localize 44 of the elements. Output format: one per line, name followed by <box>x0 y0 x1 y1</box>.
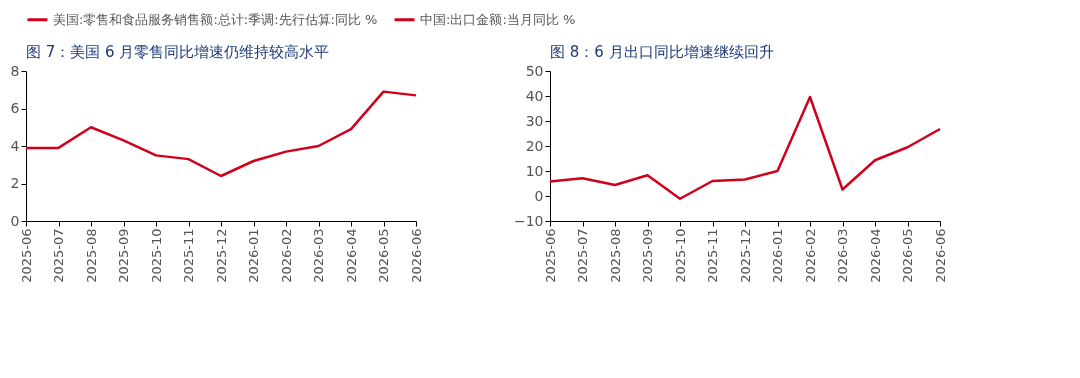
y-tick-label: 0 <box>10 212 20 229</box>
x-tick-label: 2026-03 <box>311 228 326 283</box>
legend-label: 美国:零售和食品服务销售额:总计:季调:先行估算:同比 % <box>53 11 378 27</box>
x-tick-label: 2026-06 <box>408 228 424 283</box>
y-tick-label: 6 <box>10 100 20 116</box>
x-tick-label: 2025-10 <box>672 228 688 283</box>
x-tick-label: 2026-04 <box>343 228 359 283</box>
x-tick-label: 2026-01 <box>246 228 261 283</box>
x-tick-label: 2025-11 <box>705 228 720 283</box>
y-tick-label: 20 <box>525 137 544 154</box>
y-tick-label: 0 <box>534 187 544 204</box>
x-tick-label: 2026-01 <box>770 228 785 283</box>
y-tick-label: 30 <box>525 112 544 129</box>
legend-label: 中国:出口金额:当月同比 % <box>420 11 576 27</box>
x-tick-label: 2025-06 <box>18 228 34 283</box>
x-tick-label: 2025-09 <box>116 228 131 283</box>
x-tick-label: 2025-08 <box>83 228 99 283</box>
y-tick-label: 50 <box>525 62 544 79</box>
x-tick-label: 2026-03 <box>835 228 850 283</box>
x-tick-label: 2025-11 <box>181 228 196 283</box>
y-tick-label: 10 <box>525 162 544 179</box>
line-series <box>548 95 942 200</box>
x-tick-label: 2025-06 <box>542 228 558 283</box>
chart-title: 图 7：美国 6 月零售同比增速仍维持较高水平 <box>26 43 330 61</box>
x-tick-label: 2026-06 <box>932 228 948 283</box>
y-tick-label: −10 <box>513 212 544 229</box>
x-tick-label: 2026-02 <box>278 228 294 283</box>
chart-title: 图 8：6 月出口同比增速继续回升 <box>550 43 774 61</box>
x-tick-label: 2025-12 <box>737 228 753 283</box>
x-tick-label: 2025-07 <box>575 228 590 283</box>
x-tick-label: 2025-12 <box>213 228 229 283</box>
x-tick-label: 2025-10 <box>148 228 164 283</box>
x-tick-label: 2025-07 <box>51 228 66 283</box>
x-tick-label: 2026-02 <box>802 228 818 283</box>
x-tick-label: 2025-09 <box>640 228 655 283</box>
x-tick-label: 2026-04 <box>867 228 883 283</box>
line-series <box>24 90 418 178</box>
y-tick-label: 8 <box>10 62 20 79</box>
y-tick-label: 4 <box>10 137 20 154</box>
x-tick-label: 2026-05 <box>376 228 391 283</box>
y-tick-label: 2 <box>10 175 20 191</box>
x-tick-label: 2026-05 <box>900 228 915 283</box>
y-tick-label: 40 <box>525 87 544 104</box>
x-tick-label: 2025-08 <box>607 228 623 283</box>
